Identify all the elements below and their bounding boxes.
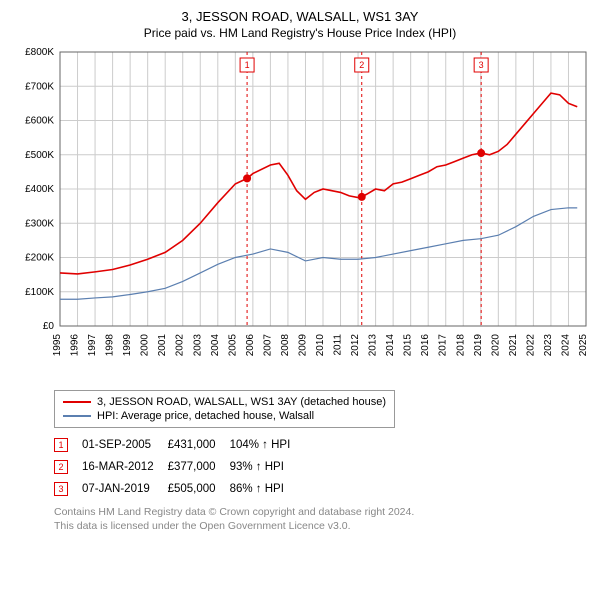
svg-text:£400K: £400K <box>25 184 54 195</box>
svg-text:2009: 2009 <box>297 334 308 357</box>
svg-text:1998: 1998 <box>105 334 116 357</box>
svg-text:1995: 1995 <box>52 334 63 357</box>
legend-label: HPI: Average price, detached house, Wals… <box>97 410 314 422</box>
line-chart: £0 £100K £200K £300K £400K £500K £600K £700K £80… <box>10 46 590 386</box>
footer-line-2: This data is licensed under the Open Gov… <box>54 520 590 534</box>
legend-swatch <box>63 401 91 403</box>
svg-text:2017: 2017 <box>438 334 449 357</box>
transaction-hpi: 93% ↑ HPI <box>230 456 305 478</box>
svg-text:2021: 2021 <box>508 334 519 357</box>
transaction-marker: 3 <box>54 482 68 496</box>
svg-text:£100K: £100K <box>25 287 54 298</box>
svg-text:£500K: £500K <box>25 150 54 161</box>
transaction-hpi: 104% ↑ HPI <box>230 434 305 456</box>
transaction-price: £431,000 <box>168 434 230 456</box>
chart-container: 3, JESSON ROAD, WALSALL, WS1 3AY Price p… <box>0 0 600 543</box>
svg-text:1: 1 <box>245 60 250 70</box>
table-row: 3 07-JAN-2019£505,00086% ↑ HPI <box>54 478 304 500</box>
svg-text:2002: 2002 <box>175 334 186 357</box>
svg-text:2004: 2004 <box>210 334 221 357</box>
legend-row: HPI: Average price, detached house, Wals… <box>63 409 386 423</box>
transaction-price: £505,000 <box>168 478 230 500</box>
table-row: 2 16-MAR-2012£377,00093% ↑ HPI <box>54 456 304 478</box>
table-row: 1 01-SEP-2005£431,000104% ↑ HPI <box>54 434 304 456</box>
svg-text:2022: 2022 <box>525 334 536 357</box>
svg-text:£0: £0 <box>43 321 55 332</box>
transaction-marker: 1 <box>54 438 68 452</box>
chart-area: £0 £100K £200K £300K £400K £500K £600K £700K £80… <box>10 46 590 386</box>
svg-text:1996: 1996 <box>70 334 81 357</box>
svg-text:2010: 2010 <box>315 334 326 357</box>
svg-text:2: 2 <box>359 60 364 70</box>
footer-line-1: Contains HM Land Registry data © Crown c… <box>54 506 590 520</box>
chart-subtitle: Price paid vs. HM Land Registry's House … <box>10 26 590 40</box>
svg-text:£200K: £200K <box>25 253 54 264</box>
svg-text:1997: 1997 <box>87 334 98 357</box>
svg-text:2025: 2025 <box>578 334 589 357</box>
footer-attribution: Contains HM Land Registry data © Crown c… <box>54 506 590 533</box>
svg-text:2019: 2019 <box>473 334 484 357</box>
transaction-date: 07-JAN-2019 <box>82 478 168 500</box>
transaction-hpi: 86% ↑ HPI <box>230 478 305 500</box>
svg-text:£800K: £800K <box>25 47 54 58</box>
svg-text:£300K: £300K <box>25 218 54 229</box>
legend: 3, JESSON ROAD, WALSALL, WS1 3AY (detach… <box>54 390 395 428</box>
transaction-date: 16-MAR-2012 <box>82 456 168 478</box>
svg-text:2018: 2018 <box>455 334 466 357</box>
svg-text:3: 3 <box>479 60 484 70</box>
svg-text:2020: 2020 <box>490 334 501 357</box>
transaction-price: £377,000 <box>168 456 230 478</box>
transaction-marker: 2 <box>54 460 68 474</box>
svg-text:2015: 2015 <box>403 334 414 357</box>
svg-text:2005: 2005 <box>227 334 238 357</box>
svg-text:2008: 2008 <box>280 334 291 357</box>
svg-text:2011: 2011 <box>333 334 344 356</box>
svg-text:2007: 2007 <box>262 334 273 357</box>
svg-text:1999: 1999 <box>122 334 133 357</box>
svg-text:2013: 2013 <box>368 334 379 357</box>
svg-text:2000: 2000 <box>140 334 151 357</box>
chart-title: 3, JESSON ROAD, WALSALL, WS1 3AY <box>10 8 590 26</box>
svg-text:2016: 2016 <box>420 334 431 357</box>
svg-text:2024: 2024 <box>560 334 571 357</box>
transactions-table: 1 01-SEP-2005£431,000104% ↑ HPI 2 16-MAR-20… <box>54 434 304 500</box>
svg-text:2003: 2003 <box>192 334 203 357</box>
svg-text:£700K: £700K <box>25 81 54 92</box>
legend-label: 3, JESSON ROAD, WALSALL, WS1 3AY (detach… <box>97 396 386 408</box>
svg-text:£600K: £600K <box>25 116 54 127</box>
svg-text:2001: 2001 <box>157 334 168 357</box>
svg-text:2023: 2023 <box>543 334 554 357</box>
svg-text:2012: 2012 <box>350 334 361 357</box>
legend-row: 3, JESSON ROAD, WALSALL, WS1 3AY (detach… <box>63 395 386 409</box>
transaction-date: 01-SEP-2005 <box>82 434 168 456</box>
svg-text:2006: 2006 <box>245 334 256 357</box>
svg-text:2014: 2014 <box>385 334 396 357</box>
legend-swatch <box>63 415 91 417</box>
